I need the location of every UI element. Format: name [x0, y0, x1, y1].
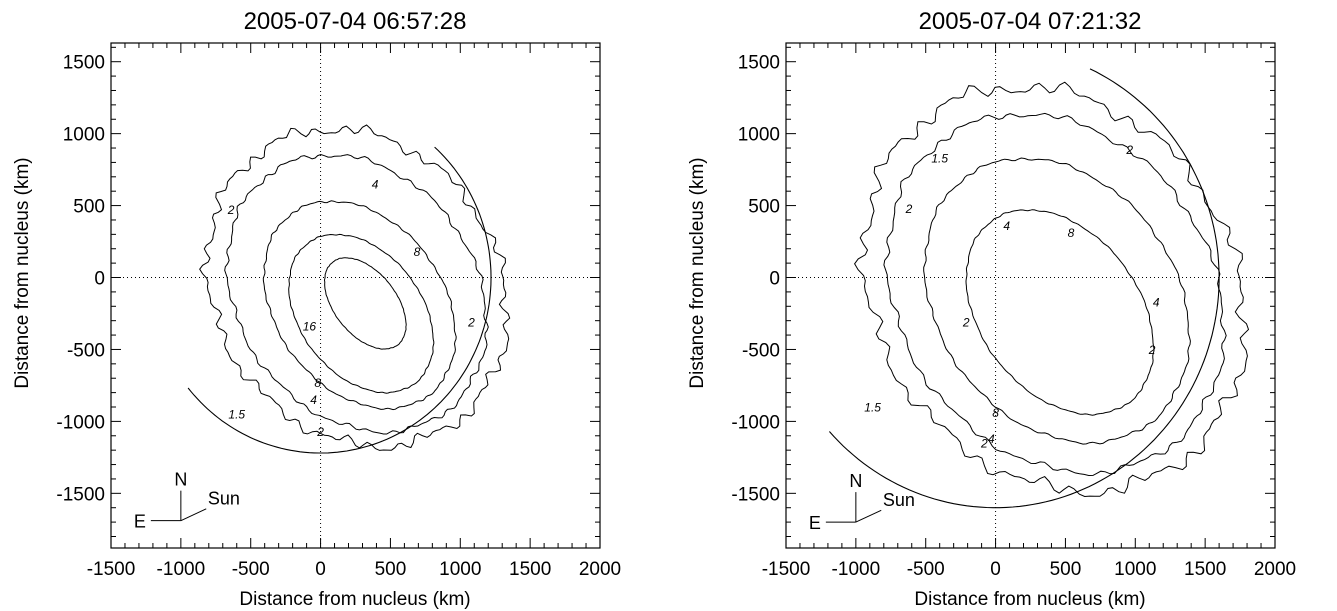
x-tick-label: 2000: [1254, 559, 1296, 580]
contour-panel-left: 2005-07-04 06:57:28 Distance from nucleu…: [12, 8, 621, 610]
panel-title: 2005-07-04 06:57:28: [244, 8, 467, 35]
x-tick-label: 1500: [1184, 559, 1226, 580]
compass-north-label: N: [174, 470, 187, 490]
contour-label: 16: [303, 320, 317, 334]
compass: N E Sun: [134, 470, 240, 532]
compass-sun-arm: [180, 508, 207, 522]
contour-label: 4: [1153, 295, 1160, 309]
contour-4: [923, 157, 1191, 445]
contour-label: 8: [1068, 226, 1075, 240]
contour-8: [965, 209, 1155, 416]
x-tick-label: 0: [315, 559, 326, 580]
contour-1.5: [199, 124, 511, 451]
plot-frame: [110, 42, 601, 549]
x-axis-label: Distance from nucleus (km): [239, 589, 470, 610]
contour-label: 2: [316, 425, 324, 439]
x-tick-label: -1000: [157, 559, 206, 580]
contour-2: [224, 153, 489, 435]
plot-area: 1.5 2 2 2 4 4 8 8 16: [111, 43, 600, 548]
contour-label: 8: [414, 245, 421, 259]
contour-1.5: [854, 81, 1250, 498]
compass-east-label: E: [809, 513, 821, 533]
y-tick-label: -500: [67, 340, 105, 361]
compass-north-label: N: [849, 471, 862, 491]
contour-2: [883, 112, 1227, 477]
contour-label: 1.5: [228, 408, 245, 422]
contour-label: 2: [962, 315, 970, 329]
y-tick-label: 500: [73, 197, 105, 218]
y-axis-label: Distance from nucleus (km): [687, 157, 708, 388]
x-tick-label: 500: [1050, 559, 1082, 580]
contour-label: 1.5: [864, 400, 881, 414]
contour-label: 2: [467, 315, 475, 329]
contour-16: [323, 257, 407, 350]
contour-label: 2: [905, 202, 913, 216]
contour-4: [262, 200, 457, 411]
contour-panel-right: 2005-07-04 07:21:32 Distance from nucleu…: [687, 8, 1296, 610]
contour-label: 4: [310, 393, 317, 407]
y-tick-label: 1500: [738, 53, 780, 74]
boundary-arc: [187, 146, 492, 454]
compass: N E Sun: [809, 471, 915, 533]
y-tick-label: -1000: [731, 412, 780, 433]
panel-title: 2005-07-04 07:21:32: [919, 8, 1142, 35]
y-tick-label: 1000: [63, 125, 105, 146]
x-tick-label: 500: [375, 559, 407, 580]
x-axis-label: Distance from nucleus (km): [914, 589, 1145, 610]
contour-label: 1.5: [931, 151, 948, 165]
y-tick-label: 0: [94, 269, 105, 290]
compass-sun-arm: [855, 509, 882, 523]
contour-label: 2: [1125, 143, 1133, 157]
contour-label: 4: [1003, 219, 1010, 233]
contour-label: 8: [314, 376, 321, 390]
y-tick-label: 1500: [63, 53, 105, 74]
compass-sun-label: Sun: [883, 490, 915, 510]
contour-label: 4: [988, 432, 995, 446]
x-tick-label: 1000: [439, 559, 481, 580]
x-tick-label: 2000: [579, 559, 621, 580]
x-tick-label: -500: [232, 559, 270, 580]
x-tick-label: -1000: [832, 559, 881, 580]
y-tick-label: 1000: [738, 125, 780, 146]
contour-label: 4: [372, 177, 379, 191]
compass-sun-label: Sun: [208, 489, 240, 509]
x-tick-label: -1500: [762, 559, 811, 580]
x-tick-label: 1000: [1114, 559, 1156, 580]
contour-8: [288, 233, 435, 394]
x-tick-label: -500: [907, 559, 945, 580]
compass-east-label: E: [134, 512, 146, 532]
y-tick-label: -1500: [731, 484, 780, 505]
y-tick-label: -1500: [56, 484, 105, 505]
x-tick-label: 0: [990, 559, 1001, 580]
y-axis-label: Distance from nucleus (km): [12, 157, 33, 388]
contour-label: 2: [227, 203, 235, 217]
x-tick-label: -1500: [87, 559, 136, 580]
y-tick-label: 0: [769, 269, 780, 290]
contour-label: 2: [1148, 343, 1156, 357]
x-tick-label: 1500: [509, 559, 551, 580]
contour-label: 8: [992, 406, 999, 420]
plot-frame: [785, 42, 1276, 549]
contour-label: 2: [980, 436, 988, 450]
y-tick-label: -500: [742, 340, 780, 361]
y-tick-label: 500: [748, 197, 780, 218]
boundary-arc: [828, 68, 1220, 509]
y-tick-label: -1000: [56, 412, 105, 433]
